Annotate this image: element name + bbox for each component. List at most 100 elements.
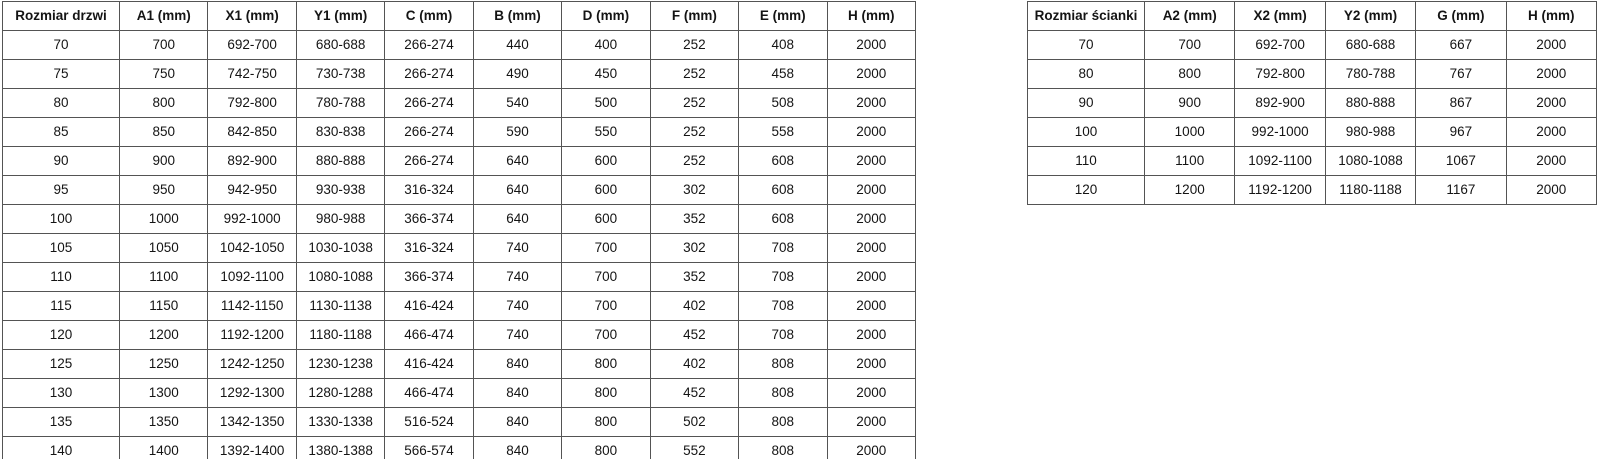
table-cell: 2000 xyxy=(826,30,916,60)
table-cell: 1342-1350 xyxy=(207,407,297,437)
table-cell: 508 xyxy=(738,88,828,118)
table-cell: 1250 xyxy=(118,349,209,379)
table-cell: 1292-1300 xyxy=(207,378,297,408)
table-cell: 452 xyxy=(649,320,740,350)
table-cell: 800 xyxy=(561,349,651,379)
table-cell: 942-950 xyxy=(207,175,297,205)
table-cell: 2000 xyxy=(1505,88,1598,118)
table-cell: 1100 xyxy=(1143,146,1236,176)
table-cell: 967 xyxy=(1415,117,1507,147)
table-cell: 2000 xyxy=(826,175,916,205)
table-cell: 1280-1288 xyxy=(295,378,386,408)
table-cell: 70 xyxy=(2,30,120,60)
table-cell: 80 xyxy=(2,88,120,118)
column-header: Y1 (mm) xyxy=(295,1,386,31)
wall-table-body: 70 700 692-700 680-688 667 2000 80 800 792-800 78… xyxy=(1027,30,1598,205)
table-cell: 892-900 xyxy=(1234,88,1326,118)
table-cell: 992-1000 xyxy=(207,204,297,234)
table-cell: 552 xyxy=(649,436,740,459)
table-cell: 892-900 xyxy=(207,146,297,176)
table-cell: 900 xyxy=(1143,88,1236,118)
table-cell: 110 xyxy=(2,262,120,292)
table-row: 120 1200 1192-1200 1180-1188 1167 2000 xyxy=(1027,175,1598,205)
table-cell: 2000 xyxy=(1505,59,1598,89)
table-cell: 416-424 xyxy=(384,349,474,379)
table-cell: 352 xyxy=(649,204,740,234)
table-cell: 490 xyxy=(472,59,563,89)
table-cell: 302 xyxy=(649,175,740,205)
table-cell: 792-800 xyxy=(207,88,297,118)
table-cell: 2000 xyxy=(826,88,916,118)
table-cell: 740 xyxy=(472,233,563,263)
table-cell: 352 xyxy=(649,262,740,292)
door-size-dimensions-table: Rozmiar drzwi A1 (mm) X1 (mm) Y1 (mm) C (mm)… xyxy=(2,1,916,459)
table-cell: 808 xyxy=(738,407,828,437)
table-cell: 266-274 xyxy=(384,59,474,89)
table-cell: 2000 xyxy=(1505,30,1598,60)
table-row: 80 800 792-800 780-788 266-274 540 500 252 508 20… xyxy=(2,88,916,118)
table-row: 135 1350 1342-1350 1330-1338 516-524 840 800 50… xyxy=(2,407,916,437)
table-cell: 2000 xyxy=(826,59,916,89)
table-cell: 1230-1238 xyxy=(295,349,386,379)
column-header: B (mm) xyxy=(472,1,563,31)
table-cell: 316-324 xyxy=(384,175,474,205)
table-cell: 1400 xyxy=(118,436,209,459)
table-cell: 2000 xyxy=(826,204,916,234)
table-cell: 366-374 xyxy=(384,262,474,292)
door-table-body: 70 700 692-700 680-688 266-274 440 400 252 408 20… xyxy=(2,30,916,459)
table-cell: 1200 xyxy=(1143,175,1236,205)
table-cell: 1330-1338 xyxy=(295,407,386,437)
table-cell: 540 xyxy=(472,88,563,118)
table-cell: 1192-1200 xyxy=(207,320,297,350)
table-cell: 792-800 xyxy=(1234,59,1326,89)
table-cell: 502 xyxy=(649,407,740,437)
table-cell: 130 xyxy=(2,378,120,408)
table-cell: 1242-1250 xyxy=(207,349,297,379)
table-cell: 2000 xyxy=(1505,175,1598,205)
column-header: Rozmiar ścianki xyxy=(1027,1,1145,31)
table-cell: 708 xyxy=(738,320,828,350)
column-header: F (mm) xyxy=(649,1,740,31)
table-cell: 2000 xyxy=(826,117,916,147)
header-row: Rozmiar drzwi A1 (mm) X1 (mm) Y1 (mm) C (mm)… xyxy=(2,1,916,31)
column-header: Rozmiar drzwi xyxy=(2,1,120,31)
table-cell: 600 xyxy=(561,175,651,205)
table-cell: 780-788 xyxy=(295,88,386,118)
wall-panel-size-dimensions-table: Rozmiar ścianki A2 (mm) X2 (mm) Y2 (mm) G (m… xyxy=(1027,1,1598,205)
table-cell: 120 xyxy=(2,320,120,350)
table-cell: 1000 xyxy=(1143,117,1236,147)
table-cell: 1380-1388 xyxy=(295,436,386,459)
column-header: D (mm) xyxy=(561,1,651,31)
table-cell: 1080-1088 xyxy=(295,262,386,292)
table-cell: 700 xyxy=(1143,30,1236,60)
table-cell: 1000 xyxy=(118,204,209,234)
table-cell: 590 xyxy=(472,117,563,147)
table-cell: 75 xyxy=(2,59,120,89)
table-row: 140 1400 1392-1400 1380-1388 566-574 840 800 55… xyxy=(2,436,916,459)
table-cell: 900 xyxy=(118,146,209,176)
table-cell: 708 xyxy=(738,291,828,321)
table-cell: 750 xyxy=(118,59,209,89)
table-cell: 452 xyxy=(649,378,740,408)
table-cell: 440 xyxy=(472,30,563,60)
table-cell: 740 xyxy=(472,291,563,321)
table-cell: 680-688 xyxy=(295,30,386,60)
table-cell: 850 xyxy=(118,117,209,147)
table-cell: 450 xyxy=(561,59,651,89)
table-cell: 2000 xyxy=(826,262,916,292)
table-cell: 840 xyxy=(472,436,563,459)
table-cell: 980-988 xyxy=(1324,117,1417,147)
table-cell: 980-988 xyxy=(295,204,386,234)
table-row: 70 700 692-700 680-688 266-274 440 400 252 408 20… xyxy=(2,30,916,60)
table-cell: 1392-1400 xyxy=(207,436,297,459)
table-row: 115 1150 1142-1150 1130-1138 416-424 740 700 40… xyxy=(2,291,916,321)
table-cell: 366-374 xyxy=(384,204,474,234)
table-cell: 800 xyxy=(118,88,209,118)
table-cell: 566-574 xyxy=(384,436,474,459)
column-header: X2 (mm) xyxy=(1234,1,1326,31)
table-cell: 2000 xyxy=(826,349,916,379)
table-cell: 700 xyxy=(561,320,651,350)
table-cell: 316-324 xyxy=(384,233,474,263)
table-cell: 867 xyxy=(1415,88,1507,118)
table-cell: 400 xyxy=(561,30,651,60)
